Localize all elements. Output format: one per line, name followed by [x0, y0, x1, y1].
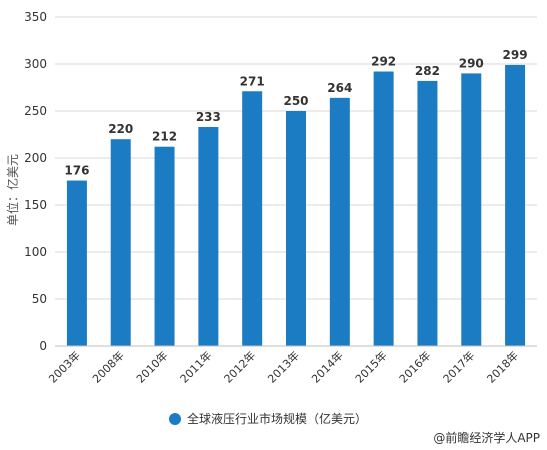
data-label: 220 [108, 122, 133, 136]
bar [461, 73, 482, 347]
x-axis-ticks: 2003年 2008年 2010年 2011年 2012年 2013年 2014年 2015年… [46, 348, 522, 385]
data-label: 271 [240, 74, 265, 88]
x-tick-label: 2015年 [352, 348, 389, 385]
y-tick-label: 0 [39, 339, 47, 353]
source-credit: @前瞻经济学人APP [433, 430, 540, 445]
y-axis-ticks: 0 50 100 150 200 250 300 350 [24, 10, 47, 353]
legend[interactable]: 全球液压行业市场规模（亿美元） [169, 411, 367, 426]
x-tick-label: 2014年 [308, 348, 345, 385]
data-label: 212 [152, 130, 177, 144]
bar [505, 64, 526, 346]
x-tick-label: 2013年 [265, 348, 302, 385]
data-label: 176 [64, 164, 89, 178]
bar [417, 80, 438, 347]
bar [110, 139, 131, 346]
y-tick-label: 350 [24, 10, 47, 24]
y-tick-label: 50 [32, 292, 47, 306]
y-tick-label: 300 [24, 57, 47, 71]
data-label: 264 [327, 81, 352, 95]
y-tick-label: 100 [24, 245, 47, 259]
data-label: 250 [283, 94, 308, 108]
legend-label: 全球液压行业市场规模（亿美元） [187, 411, 367, 426]
bar [198, 126, 219, 346]
x-tick-label: 2010年 [133, 348, 170, 385]
x-tick-label: 2008年 [89, 348, 126, 385]
y-axis-label: 单位：亿美元 [5, 154, 20, 226]
data-label: 290 [459, 56, 484, 70]
y-tick-label: 150 [24, 198, 47, 212]
bar [242, 91, 263, 346]
data-label: 299 [503, 48, 528, 62]
bars [66, 64, 526, 347]
x-tick-label: 2012年 [221, 348, 258, 385]
data-label: 233 [196, 110, 221, 124]
x-tick-label: 2016年 [396, 348, 433, 385]
legend-marker [169, 413, 181, 425]
data-labels: 176 220 212 233 271 250 264 292 282 290 299 [64, 48, 527, 178]
bar [286, 111, 306, 346]
bar [154, 146, 175, 346]
y-tick-label: 200 [24, 151, 47, 165]
x-tick-label: 2018年 [484, 348, 521, 385]
x-tick-label: 2011年 [177, 348, 214, 385]
x-tick-label: 2017年 [440, 348, 477, 385]
x-tick-label: 2003年 [46, 348, 83, 385]
data-label: 292 [371, 55, 396, 69]
data-label: 282 [415, 64, 440, 78]
bar [329, 97, 350, 346]
y-tick-label: 250 [24, 104, 47, 118]
bar [66, 180, 87, 346]
bar [373, 71, 394, 347]
